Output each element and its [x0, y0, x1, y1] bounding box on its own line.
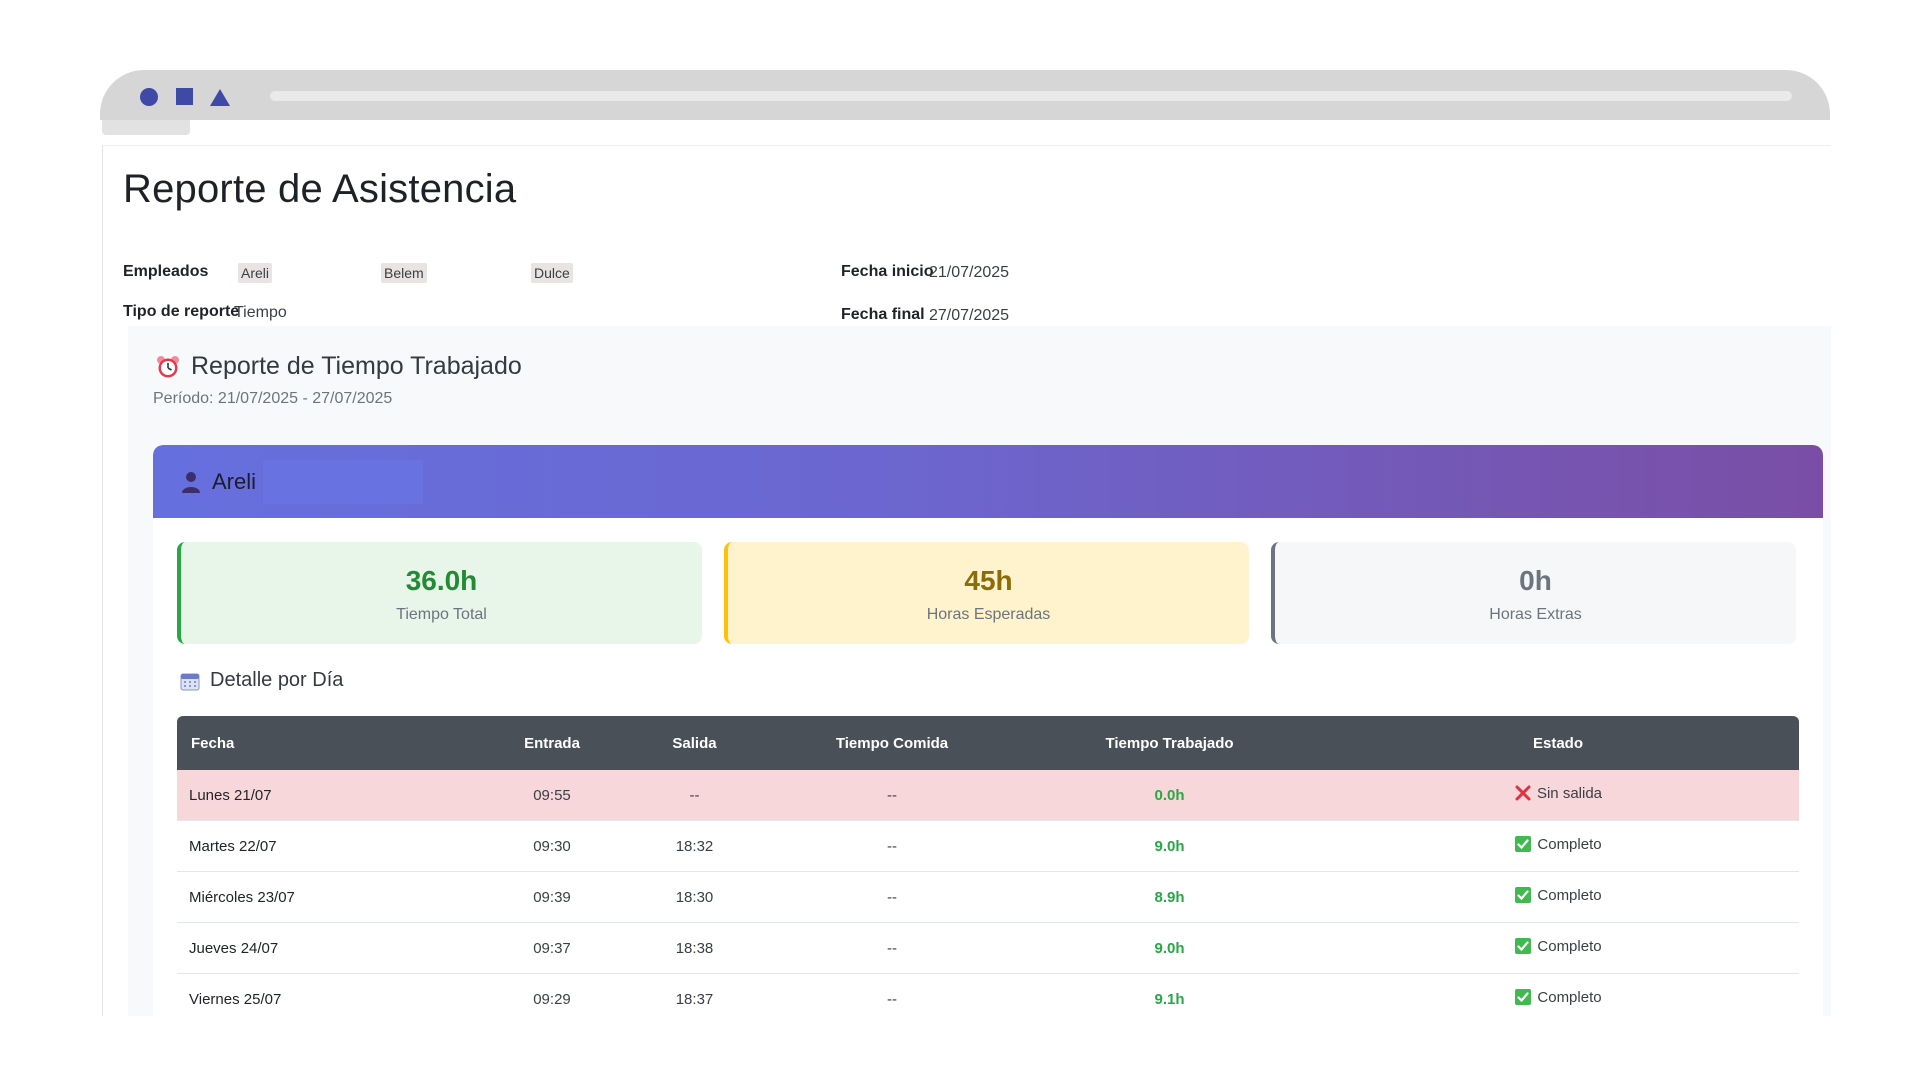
cell-estado: Completo — [1317, 820, 1799, 872]
total-time-label: Tiempo Total — [396, 606, 487, 623]
cell-comida: -- — [762, 973, 1022, 1016]
employee-name: Areli — [212, 469, 257, 494]
cell-entrada: 09:29 — [477, 973, 627, 1016]
detail-title: Detalle por Día — [210, 669, 344, 691]
status-badge: Sin salida — [1514, 784, 1602, 802]
cell-entrada: 09:37 — [477, 922, 627, 974]
cell-estado: Completo — [1317, 922, 1799, 974]
header-tiempo-comida[interactable]: Tiempo Comida — [762, 716, 1022, 770]
expected-hours-value: 45h — [964, 565, 1013, 596]
cell-comida: -- — [762, 871, 1022, 923]
cell-salida: 18:30 — [627, 871, 762, 923]
extra-hours-label: Horas Extras — [1489, 606, 1582, 623]
header-entrada[interactable]: Entrada — [477, 716, 627, 770]
cell-comida: -- — [762, 770, 1022, 821]
daily-detail-table: Fecha Entrada Salida Tiempo Comida Tiemp… — [177, 716, 1799, 1016]
employee-chip[interactable]: Areli — [238, 263, 273, 283]
total-time-card: 36.0h Tiempo Total — [177, 542, 702, 644]
status-badge: Completo — [1514, 886, 1602, 904]
header-fecha[interactable]: Fecha — [177, 716, 477, 770]
extra-hours-card: 0h Horas Extras — [1271, 542, 1796, 644]
cell-salida: -- — [627, 770, 762, 821]
employees-label: Empleados — [123, 263, 209, 280]
start-date-value: 21/07/2025 — [929, 264, 1010, 281]
total-time-value: 36.0h — [405, 565, 478, 596]
table-row[interactable]: Viernes 25/07 09:29 18:37 -- 9.1h — [177, 973, 1799, 1016]
status-text: Sin salida — [1536, 784, 1603, 802]
extra-hours-value: 0h — [1519, 565, 1552, 596]
status-text: Completo — [1537, 835, 1602, 853]
end-date-value: 27/07/2025 — [929, 307, 1010, 324]
end-date-label: Fecha final — [841, 306, 925, 323]
cell-entrada: 09:55 — [477, 770, 627, 821]
cell-trabajado: 0.0h — [1022, 770, 1317, 821]
cell-salida: 18:38 — [627, 922, 762, 974]
status-badge: Completo — [1514, 835, 1602, 853]
cell-fecha: Martes 22/07 — [177, 820, 477, 872]
report-page: Reporte de Asistencia Empleados Areli Be… — [102, 145, 1831, 1016]
table-header-row: Fecha Entrada Salida Tiempo Comida Tiemp… — [177, 716, 1799, 770]
expected-hours-card: 45h Horas Esperadas — [724, 542, 1249, 644]
header-estado[interactable]: Estado — [1317, 716, 1799, 770]
cell-estado: Completo — [1317, 973, 1799, 1016]
status-text: Completo — [1537, 937, 1602, 955]
cell-trabajado: 9.0h — [1022, 820, 1317, 872]
address-bar[interactable] — [270, 91, 1792, 101]
cell-trabajado: 9.1h — [1022, 973, 1317, 1016]
check-box-icon — [1515, 989, 1532, 1005]
employee-chip[interactable]: Dulce — [531, 263, 573, 283]
employee-card: Areli 36.0h Tiempo Total 45h Horas Esper… — [153, 445, 1823, 1016]
table-row[interactable]: Jueves 24/07 09:37 18:38 -- 9.0h — [177, 922, 1799, 974]
cell-fecha: Viernes 25/07 — [177, 973, 477, 1016]
expected-hours-label: Horas Esperadas — [926, 606, 1051, 623]
cell-fecha: Jueves 24/07 — [177, 922, 477, 974]
time-report-title: Reporte de Tiempo Trabajado — [191, 352, 522, 380]
employee-chip[interactable]: Belem — [381, 263, 427, 283]
table-row[interactable]: Martes 22/07 09:30 18:32 -- 9.0h — [177, 820, 1799, 872]
table-row[interactable]: Lunes 21/07 09:55 -- -- 0.0h Sin sa — [177, 770, 1799, 821]
cell-estado: Completo — [1317, 871, 1799, 923]
cell-trabajado: 8.9h — [1022, 871, 1317, 923]
report-type-label: Tipo de reporte — [123, 303, 240, 320]
circle-icon[interactable] — [140, 88, 158, 106]
table-row[interactable]: Miércoles 23/07 09:39 18:30 -- 8.9h — [177, 871, 1799, 923]
cell-salida: 18:37 — [627, 973, 762, 1016]
report-type-value: Tiempo — [234, 304, 287, 321]
page-title: Reporte de Asistencia — [123, 167, 517, 211]
triangle-icon[interactable] — [210, 89, 230, 106]
employee-header: Areli — [153, 445, 1823, 518]
check-box-icon — [1515, 938, 1532, 954]
cell-fecha: Miércoles 23/07 — [177, 871, 477, 923]
status-badge: Completo — [1514, 988, 1602, 1006]
header-tiempo-trabajado[interactable]: Tiempo Trabajado — [1022, 716, 1317, 770]
browser-toolbar — [100, 70, 1830, 120]
square-icon[interactable] — [176, 88, 193, 105]
detail-header: Detalle por Día — [180, 669, 343, 692]
status-text: Completo — [1537, 886, 1602, 904]
period-text: Período: 21/07/2025 - 27/07/2025 — [153, 390, 393, 407]
status-badge: Completo — [1514, 937, 1602, 955]
cell-comida: -- — [762, 820, 1022, 872]
calendar-icon — [180, 673, 200, 690]
browser-tab[interactable] — [102, 120, 190, 135]
browser-window: Reporte de Asistencia Empleados Areli Be… — [100, 70, 1831, 1016]
status-text: Completo — [1537, 988, 1602, 1006]
cell-fecha: Lunes 21/07 — [177, 770, 477, 821]
cell-comida: -- — [762, 922, 1022, 974]
x-mark-icon — [1515, 785, 1531, 801]
cell-trabajado: 9.0h — [1022, 922, 1317, 974]
cell-entrada: 09:39 — [477, 871, 627, 923]
cell-salida: 18:32 — [627, 820, 762, 872]
user-icon — [182, 472, 200, 493]
alarm-clock-icon — [157, 355, 179, 377]
redacted-block — [263, 460, 423, 504]
header-salida[interactable]: Salida — [627, 716, 762, 770]
cell-entrada: 09:30 — [477, 820, 627, 872]
check-box-icon — [1515, 836, 1532, 852]
check-box-icon — [1515, 887, 1532, 903]
start-date-label: Fecha inicio — [841, 263, 934, 280]
time-report-panel: Reporte de Tiempo Trabajado Período: 21/… — [128, 326, 1831, 1016]
cell-estado: Sin salida — [1317, 770, 1799, 821]
time-report-header: Reporte de Tiempo Trabajado — [155, 352, 522, 381]
